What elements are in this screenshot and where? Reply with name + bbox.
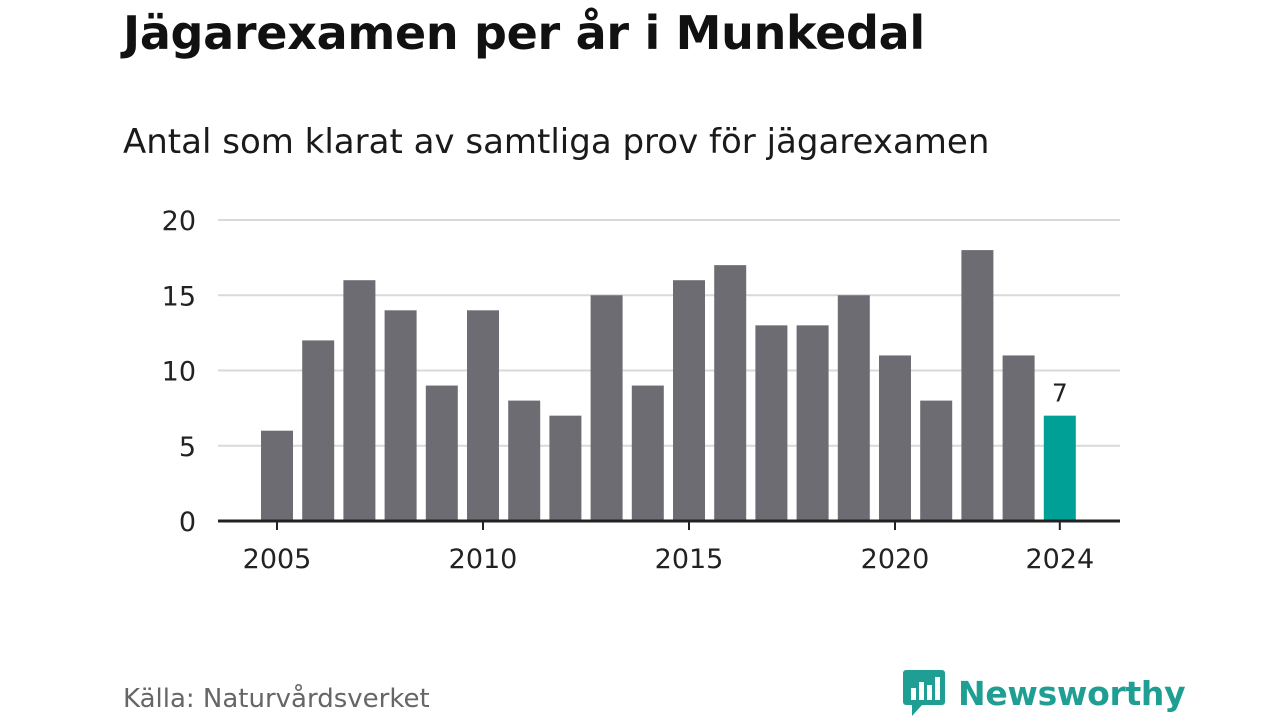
bar — [467, 310, 499, 521]
source-note: Källa: Naturvårdsverket — [123, 684, 430, 714]
bar — [425, 385, 458, 521]
y-tick-label: 5 — [179, 432, 196, 463]
bar — [796, 325, 829, 521]
bar — [673, 280, 705, 521]
brand-logo: Newsworthy — [902, 668, 1186, 718]
x-tick-label: 2024 — [1025, 544, 1094, 575]
y-tick-label: 15 — [162, 281, 196, 312]
chart-title: Jägarexamen per år i Munkedal — [123, 6, 925, 60]
newsworthy-logo-icon — [903, 670, 945, 716]
x-tick-label: 2010 — [449, 544, 518, 575]
bar — [549, 415, 582, 521]
x-tick-label: 2015 — [655, 544, 724, 575]
bar — [879, 355, 911, 521]
bar — [755, 325, 788, 521]
x-tick-label: 2005 — [243, 544, 312, 575]
bar — [920, 400, 953, 521]
bar — [302, 340, 335, 521]
bar — [508, 400, 541, 521]
bar — [631, 385, 664, 521]
bar — [590, 295, 623, 521]
chart-subtitle: Antal som klarat av samtliga prov för jä… — [123, 122, 990, 162]
bar — [343, 280, 376, 521]
bar — [961, 250, 994, 521]
bar — [714, 265, 747, 521]
bar-chart: 0 5 10 15 20 7 2005 2010 2015 2020 2024 — [162, 206, 1120, 575]
bar — [1002, 355, 1035, 521]
y-tick-label: 0 — [179, 507, 196, 538]
bar — [837, 295, 870, 521]
y-tick-label: 10 — [162, 357, 196, 388]
y-tick-label: 20 — [162, 206, 196, 237]
data-label: 7 — [1052, 379, 1068, 408]
bar — [384, 310, 417, 521]
x-tick-label: 2020 — [861, 544, 930, 575]
bar — [261, 430, 293, 521]
brand-name: Newsworthy — [958, 673, 1186, 713]
bar — [1043, 415, 1076, 521]
